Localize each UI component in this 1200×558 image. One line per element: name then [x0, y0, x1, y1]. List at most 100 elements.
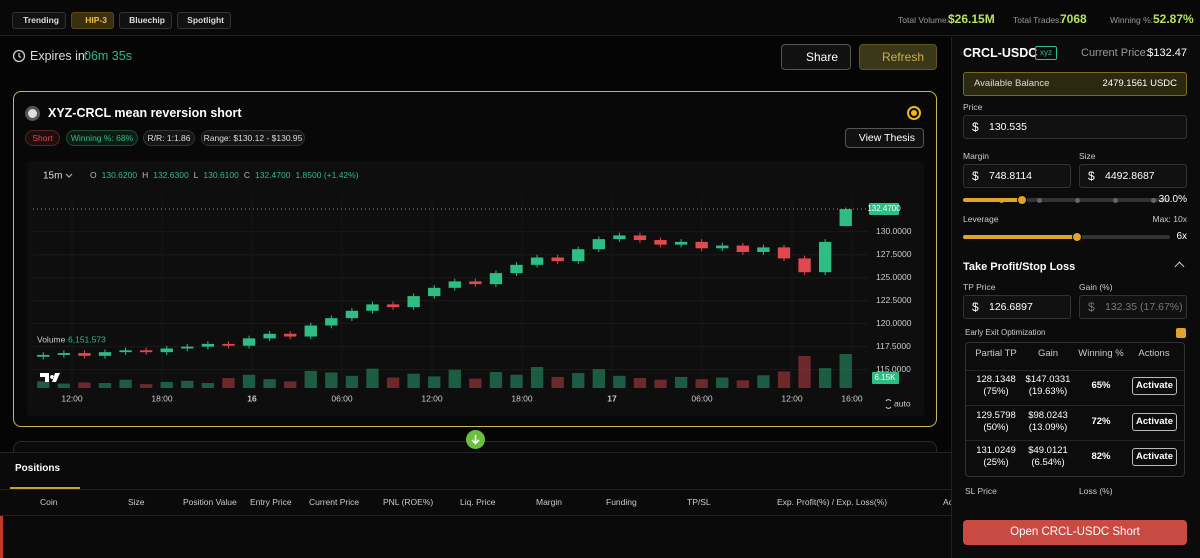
volume-bar [37, 381, 50, 388]
candle-body [818, 241, 832, 273]
slider-thumb[interactable] [1072, 232, 1082, 242]
candle-body [37, 354, 50, 357]
checkbox[interactable] [1176, 328, 1186, 338]
candle-body [736, 245, 750, 252]
refresh-button[interactable]: Refresh [859, 44, 937, 70]
column-header: Actions [943, 497, 951, 507]
x-tick-label: 16 [247, 393, 257, 403]
field-label: Gain (%) [1079, 282, 1113, 292]
activate-button[interactable]: Activate [1132, 448, 1177, 466]
y-tick-label: 122.5000 [876, 295, 912, 305]
input-value: 748.8114 [989, 170, 1033, 182]
partial-tp: 131.0249 [976, 445, 1016, 456]
candle-body [139, 350, 153, 353]
currency-symbol: $ [1088, 169, 1095, 183]
currency-symbol: $ [972, 120, 979, 134]
candle-body [181, 346, 194, 349]
candle-body [366, 304, 379, 311]
gain-percent: (13.09%) [1028, 422, 1068, 433]
interval: 15m [43, 171, 62, 182]
nav-tab[interactable]: Trending [12, 12, 66, 29]
candle-body [716, 245, 729, 249]
volume-bar [469, 378, 482, 388]
volume-bar [304, 370, 317, 388]
balance-box [963, 72, 1187, 96]
volume-bar [428, 376, 441, 388]
positions-panel [0, 452, 951, 558]
field-label: Size [1079, 151, 1096, 161]
volume-bar [448, 369, 461, 388]
expires-value: 06m 35s [84, 49, 132, 63]
legend-item: 1.8500 (+1.42%) [295, 170, 358, 180]
last-price-box [869, 203, 899, 216]
row-indicator [0, 516, 3, 558]
volume-bar [798, 355, 811, 388]
field-label: TP Price [963, 282, 996, 292]
column-header: Current Price [309, 497, 360, 507]
submit-button[interactable]: Open CRCL-USDC Short [963, 520, 1187, 545]
pair: CRCL-USDC [963, 46, 1038, 60]
tag: Winning %: 68% [66, 130, 138, 146]
legend-item: H [142, 170, 148, 180]
volume-bar [78, 382, 91, 388]
candle-body [78, 353, 91, 356]
input-box[interactable] [963, 164, 1071, 188]
volume-bar [551, 376, 564, 388]
winning-percent: 65% [1091, 380, 1111, 391]
candle-body [201, 343, 215, 347]
candle-body [386, 304, 400, 308]
nav-tab[interactable]: Bluechip [119, 12, 172, 29]
tag: Range: $130.12 - $130.95 [201, 130, 305, 146]
legend-item: O [90, 170, 97, 180]
candle-body [757, 247, 770, 252]
volume-bar [242, 374, 256, 388]
input-box[interactable] [963, 295, 1071, 319]
candle-body [428, 287, 441, 297]
column-header: Size [128, 497, 145, 507]
y-tick-label: 130.0000 [876, 226, 912, 236]
scroll-down[interactable] [466, 430, 485, 449]
table-header: Partial TP [975, 348, 1017, 359]
slider-thumb[interactable] [1017, 195, 1027, 205]
slider-track[interactable] [963, 198, 1170, 202]
field-label: Margin [963, 151, 989, 161]
activate-button[interactable]: Activate [1132, 377, 1177, 395]
input-box[interactable] [1079, 295, 1187, 319]
expires-label: Expires in: [30, 49, 89, 63]
divider [0, 489, 951, 490]
candle-body [263, 333, 276, 339]
nav-tab[interactable]: HIP-3 [71, 12, 114, 29]
last-volume-label: 6.15K [875, 373, 897, 382]
status-dot-inner [911, 110, 917, 116]
chevron [65, 173, 73, 178]
input-box[interactable] [1079, 164, 1187, 188]
candle-body [777, 247, 791, 259]
nav-tab[interactable]: Spotlight [177, 12, 231, 29]
share-button[interactable]: Share [781, 44, 851, 70]
chart-background [27, 161, 924, 416]
stat-value: $26.15M [948, 12, 995, 26]
column-header: Entry Price [250, 497, 292, 507]
positions-tab[interactable]: Positions [15, 463, 61, 474]
volume-bar [201, 383, 215, 388]
candle-body [448, 281, 461, 288]
row-divider [966, 370, 1184, 371]
table-header: Winning % [1078, 348, 1124, 359]
input-box[interactable] [963, 115, 1187, 139]
input-value: 132.35 (17.67%) [1105, 301, 1183, 313]
volume-bar [489, 371, 503, 388]
candle-body [654, 240, 667, 245]
loss-label: Loss (%) [1079, 486, 1113, 496]
candle-body [284, 333, 297, 337]
view-thesis-button[interactable]: View Thesis [845, 128, 924, 148]
activate-button[interactable]: Activate [1132, 413, 1177, 431]
candle-body [98, 352, 112, 356]
status-dot[interactable] [907, 106, 921, 120]
auto-icon [885, 399, 892, 409]
candle-body [510, 264, 523, 274]
x-tick-label: 17 [607, 393, 617, 403]
column-header: Margin [536, 497, 562, 507]
winning-percent: 72% [1091, 416, 1111, 427]
volume-bar [160, 381, 173, 388]
volume-bar [386, 377, 400, 388]
